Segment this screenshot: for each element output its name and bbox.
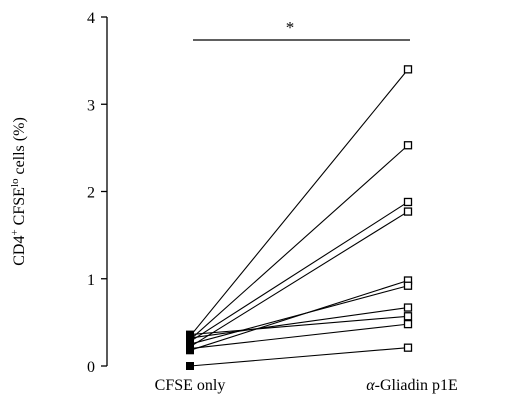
point-gliadin-p1e [403, 343, 413, 352]
point-gliadin-p1e [403, 303, 413, 312]
pair-line [189, 69, 409, 337]
pair-line [189, 211, 409, 348]
pair-line [189, 306, 409, 339]
y-tick-label: 4 [87, 10, 95, 27]
pair-line [189, 144, 409, 341]
significance-annotation: * [193, 18, 410, 41]
y-axis-label: CD4+ CFSElo cells (%) [9, 117, 28, 266]
point-gliadin-p1e [403, 65, 413, 74]
pair-line [189, 323, 409, 350]
point-cfse-only [186, 344, 194, 353]
y-tick-label: 2 [87, 185, 95, 202]
axis-labels: 0 1 2 3 4 CFSE only α-Gliadin p1E CD4+ CFSElo c… [9, 10, 458, 394]
point-cfse-only [186, 362, 194, 370]
significance-star: * [286, 18, 295, 37]
axes [101, 16, 108, 367]
x-category-label: CFSE only [155, 377, 226, 394]
point-gliadin-p1e [403, 281, 413, 290]
point-gliadin-p1e [403, 312, 413, 321]
point-gliadin-p1e [403, 141, 413, 150]
point-gliadin-p1e [403, 207, 413, 216]
pair-lines [189, 69, 409, 367]
point-gliadin-p1e [403, 319, 413, 329]
pair-line [189, 315, 409, 336]
pair-line [189, 347, 409, 367]
data-points [186, 65, 413, 370]
pair-line [189, 285, 409, 345]
y-tick-label: 1 [87, 272, 95, 289]
point-gliadin-p1e [403, 197, 413, 207]
point-cfse-only [186, 330, 194, 339]
x-category-label: α-Gliadin p1E [366, 377, 458, 394]
y-tick-label: 0 [87, 359, 95, 376]
y-tick-label: 3 [87, 97, 95, 114]
pair-line [189, 201, 409, 343]
